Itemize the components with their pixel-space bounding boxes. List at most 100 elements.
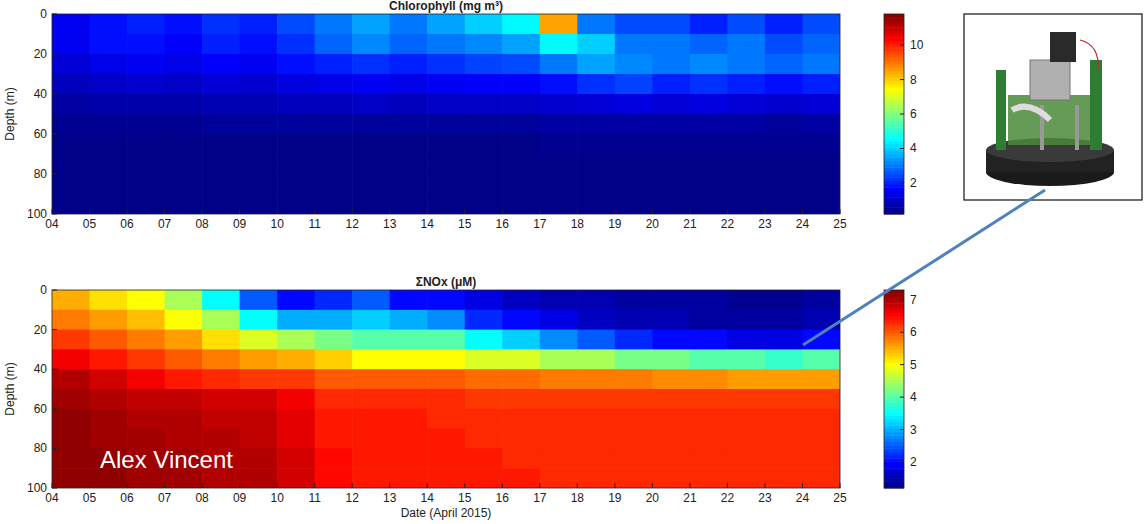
x-tick: [652, 483, 653, 488]
x-tick: [502, 209, 503, 214]
colorbar-step: [884, 415, 904, 419]
heat-cell: [240, 174, 278, 195]
heat-cell: [427, 448, 465, 468]
heat-cell: [90, 409, 128, 429]
heat-cell: [502, 409, 540, 429]
colorbar-step: [884, 402, 904, 406]
x-tick-label: 23: [758, 491, 772, 505]
heat-cell: [727, 389, 765, 409]
heat-cell: [277, 114, 315, 135]
heat-cell: [765, 74, 803, 95]
heat-cell: [465, 349, 503, 369]
colorbar-step: [884, 131, 904, 135]
heat-cell: [577, 194, 615, 214]
x-tick-label: 24: [796, 217, 810, 231]
colorbar-step: [884, 376, 904, 380]
heat-cell: [202, 290, 240, 310]
x-tick: [727, 483, 728, 488]
colorbar-step: [884, 201, 904, 205]
x-tick: [539, 483, 540, 488]
x-tick: [427, 483, 428, 488]
heat-cell: [390, 349, 428, 369]
heat-cell: [802, 409, 840, 429]
colorbar-tick: [900, 332, 904, 333]
heat-cell: [202, 14, 240, 35]
heat-cell: [690, 54, 728, 75]
colorbar-step: [884, 181, 904, 185]
heat-cell: [90, 14, 128, 35]
heat-cell: [690, 468, 728, 488]
heat-cell: [727, 330, 765, 350]
heat-cell: [427, 74, 465, 95]
heat-cell: [802, 94, 840, 115]
heat-cell: [690, 114, 728, 135]
x-tick: [164, 209, 165, 214]
heat-cell: [615, 114, 653, 135]
heat-cell: [615, 54, 653, 75]
heat-cell: [540, 134, 578, 155]
heat-cell: [52, 330, 90, 350]
heat-cell: [615, 349, 653, 369]
y-tick: [52, 329, 57, 330]
heat-cell: [802, 134, 840, 155]
heat-cell: [502, 194, 540, 214]
x-tick-label: 19: [608, 217, 622, 231]
x-tick-label: 19: [608, 491, 622, 505]
colorbar-step: [884, 191, 904, 195]
heat-cell: [615, 14, 653, 35]
heat-cell: [277, 134, 315, 155]
heat-cell: [652, 74, 690, 95]
heat-cell: [52, 194, 90, 214]
y-tick: [52, 448, 57, 449]
heat-cell: [240, 330, 278, 350]
colorbar-step: [884, 207, 904, 211]
heat-cell: [90, 154, 128, 175]
heat-cell: [652, 369, 690, 389]
heat-cell: [540, 290, 578, 310]
heat-cell: [690, 448, 728, 468]
heat-cell: [390, 134, 428, 155]
colorbar-step: [884, 363, 904, 367]
colorbar-tick: [900, 79, 904, 80]
colorbar-step: [884, 111, 904, 115]
colorbar-step: [884, 340, 904, 344]
heat-cell: [240, 154, 278, 175]
heat-cell: [390, 389, 428, 409]
heat-cell: [202, 330, 240, 350]
heat-cell: [465, 74, 503, 95]
heat-cell: [352, 429, 390, 449]
heat-cell: [165, 194, 203, 214]
colorbar-step: [884, 34, 904, 38]
heat-cell: [202, 94, 240, 115]
heat-cell: [690, 310, 728, 330]
colorbar-step: [884, 468, 904, 472]
heat-cell: [765, 389, 803, 409]
heat-cell: [727, 34, 765, 55]
heat-cell: [315, 154, 353, 175]
heat-cell: [540, 34, 578, 55]
heat-cell: [390, 194, 428, 214]
x-tick-label: 22: [721, 491, 735, 505]
x-tick: [239, 483, 240, 488]
heat-cell: [427, 134, 465, 155]
heat-cell: [540, 194, 578, 214]
x-tick: [239, 209, 240, 214]
heat-cell: [802, 429, 840, 449]
colorbar-step: [884, 307, 904, 311]
heat-cell: [577, 290, 615, 310]
heat-cell: [390, 14, 428, 35]
x-tick-label: 22: [721, 217, 735, 231]
heat-cell: [390, 468, 428, 488]
colorbar-step: [884, 61, 904, 65]
x-tick: [389, 483, 390, 488]
x-tick: [464, 209, 465, 214]
heat-cell: [52, 154, 90, 175]
heat-cell: [240, 194, 278, 214]
x-tick-label: 04: [45, 491, 59, 505]
heat-cell: [540, 330, 578, 350]
heat-cell: [502, 114, 540, 135]
heat-cell: [315, 174, 353, 195]
motor: [1050, 32, 1076, 62]
heat-cell: [202, 54, 240, 75]
heat-cell: [615, 448, 653, 468]
